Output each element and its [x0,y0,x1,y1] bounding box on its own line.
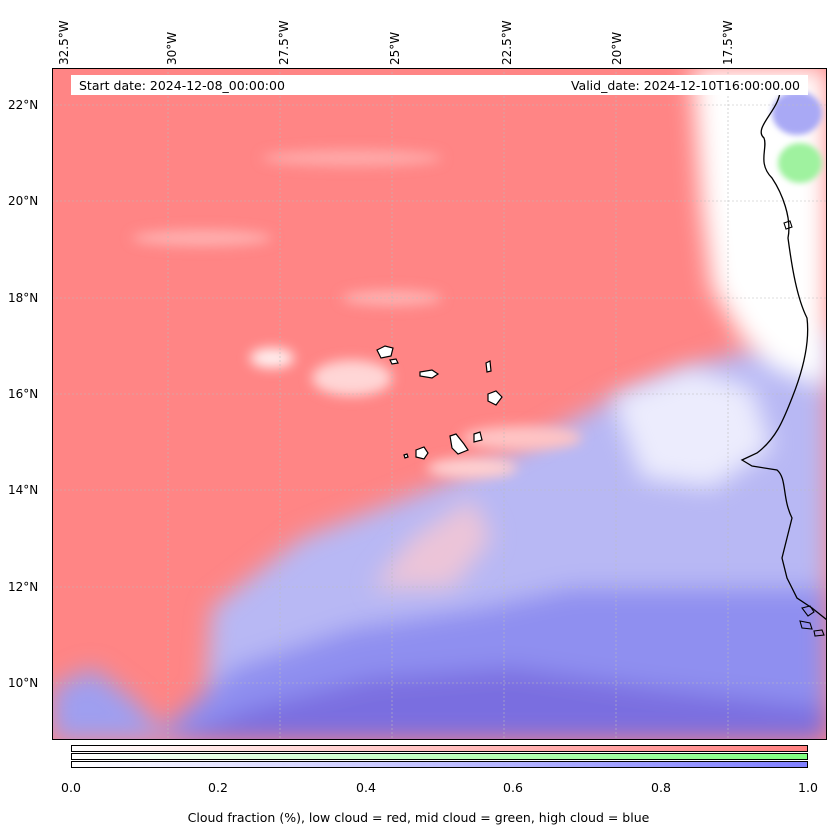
map-frame [52,68,827,740]
lon-label-17-5w: 17.5°W [721,20,735,65]
colorbar-tick-0-6: 0.6 [503,780,523,795]
african-coastline [740,87,827,621]
lat-label-16n: 16°N [8,387,39,401]
colorbar-tick-1-0: 1.0 [798,780,818,795]
lon-label-32-5w: 32.5°W [57,20,71,65]
colorbar-mid [71,753,808,760]
colorbar-low [71,745,808,752]
coastal-islands [783,220,825,637]
colorbar-tick-0-8: 0.8 [651,780,671,795]
mid-cloud-patch [772,91,822,183]
lat-label-20n: 20°N [8,194,39,208]
colorbar-high [71,761,808,768]
date-header: Start date: 2024-12-08_00:00:00 Valid_da… [71,75,808,95]
lon-label-27-5w: 27.5°W [277,20,291,65]
start-date: Start date: 2024-12-08_00:00:00 [79,78,285,93]
colorbar [71,745,808,769]
colorbar-tick-0-0: 0.0 [61,780,81,795]
lon-label-25w: 25°W [388,31,402,65]
cape-verde-islands [376,345,503,460]
lon-label-22-5w: 22.5°W [500,20,514,65]
lon-label-30w: 30°W [165,31,179,65]
lat-label-10n: 10°N [8,676,39,690]
cloud-fraction-map [52,68,827,740]
lat-label-14n: 14°N [8,483,39,497]
gridlines [52,68,827,740]
colorbar-label: Cloud fraction (%), low cloud = red, mid… [187,810,650,825]
colorbar-tick-0-4: 0.4 [356,780,376,795]
colorbar-tick-0-2: 0.2 [208,780,228,795]
valid-date: Valid_date: 2024-12-10T16:00:00.00 [570,78,800,93]
thin-cloud-patches [132,150,582,478]
lat-label-22n: 22°N [8,98,39,112]
lat-label-18n: 18°N [8,291,39,305]
lat-label-12n: 12°N [8,580,39,594]
lon-label-20w: 20°W [610,31,624,65]
